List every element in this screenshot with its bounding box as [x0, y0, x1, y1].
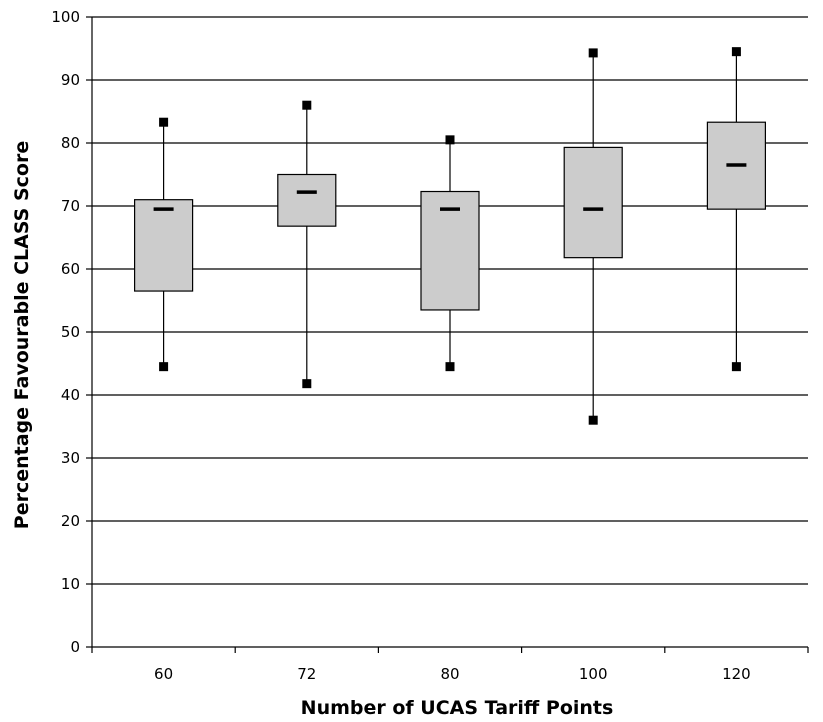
box-60	[134, 117, 194, 372]
x-tick-label-120: 120	[722, 665, 751, 683]
iqr-box-80	[420, 190, 480, 311]
y-tick-label-20: 20	[61, 512, 80, 530]
x-tick-label-100: 100	[579, 665, 608, 683]
y-tick-label-30: 30	[61, 449, 80, 467]
x-tick-label-80: 80	[440, 665, 459, 683]
max-marker-100	[588, 48, 598, 58]
y-tick-label-10: 10	[61, 575, 80, 593]
min-marker-80	[445, 362, 455, 372]
max-marker-60	[159, 117, 169, 127]
y-tick-labels: 0 10 20 30 40 50 60 70 80 90 100	[51, 8, 80, 656]
max-marker-80	[445, 135, 455, 145]
y-tick-label-80: 80	[61, 134, 80, 152]
min-marker-120	[731, 362, 741, 372]
x-axis-title: Number of UCAS Tariff Points	[301, 697, 614, 719]
y-axis-title: Percentage Favourable CLASS Score	[11, 141, 33, 529]
x-tick-label-72: 72	[297, 665, 316, 683]
iqr-box-72	[277, 173, 337, 227]
min-marker-72	[302, 379, 312, 389]
min-marker-100	[588, 415, 598, 425]
iqr-box-100	[563, 146, 623, 259]
y-tick-label-70: 70	[61, 197, 80, 215]
y-tick-label-50: 50	[61, 323, 80, 341]
box-80	[420, 135, 480, 372]
x-tick-labels: 60 72 80 100 120	[154, 665, 751, 683]
box-100	[563, 48, 623, 425]
min-marker-60	[159, 362, 169, 372]
y-tick-label-0: 0	[70, 638, 80, 656]
iqr-box-60	[134, 199, 194, 292]
box-series	[134, 47, 767, 425]
axes	[86, 16, 809, 653]
y-tick-label-100: 100	[51, 8, 80, 26]
box-120	[706, 47, 767, 372]
y-tick-label-60: 60	[61, 260, 80, 278]
max-marker-72	[302, 100, 312, 110]
max-marker-120	[731, 47, 741, 57]
y-tick-label-40: 40	[61, 386, 80, 404]
y-tick-label-90: 90	[61, 71, 80, 89]
box-72	[277, 100, 337, 389]
x-tick-label-60: 60	[154, 665, 173, 683]
